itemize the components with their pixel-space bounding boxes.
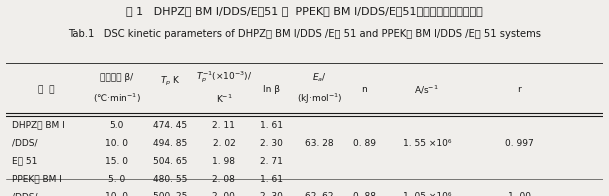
Text: 2. 30: 2. 30 [260, 139, 283, 148]
Text: 62. 62: 62. 62 [305, 192, 334, 196]
Text: 474. 45: 474. 45 [153, 121, 188, 130]
Text: $T_p$ K: $T_p$ K [160, 75, 180, 88]
Text: Tab.1   DSC kinetic parameters of DHPZ－ BM I/DDS /E－ 51 and PPEK－ BM I/DDS /E－ 5: Tab.1 DSC kinetic parameters of DHPZ－ BM… [68, 29, 541, 39]
Text: (kJ·mol$^{-1}$): (kJ·mol$^{-1}$) [297, 92, 342, 106]
Text: PPEK－ BM I: PPEK－ BM I [12, 174, 62, 183]
Text: 5. 0: 5. 0 [108, 174, 125, 183]
Text: 494. 85: 494. 85 [153, 139, 188, 148]
Text: r: r [518, 85, 521, 94]
Text: $E_a$/: $E_a$/ [312, 71, 327, 84]
Text: 0. 89: 0. 89 [353, 139, 376, 148]
Text: 0. 88: 0. 88 [353, 192, 376, 196]
Text: 1. 55 ×10⁶: 1. 55 ×10⁶ [403, 139, 451, 148]
Text: 1. 05 ×10⁶: 1. 05 ×10⁶ [403, 192, 451, 196]
Text: /DDS/: /DDS/ [12, 139, 38, 148]
Text: 表 1   DHPZ－ BM I/DDS/E－51 和  PPEK－ BM I/DDS/E－51体系的固化动力学参数: 表 1 DHPZ－ BM I/DDS/E－51 和 PPEK－ BM I/DDS… [126, 6, 483, 16]
Text: 升温速率 β/: 升温速率 β/ [100, 73, 133, 82]
Text: 2. 08: 2. 08 [213, 174, 235, 183]
Text: 504. 65: 504. 65 [153, 157, 188, 165]
Text: 5.0: 5.0 [109, 121, 124, 130]
Text: 2. 71: 2. 71 [260, 157, 283, 165]
Text: ln β: ln β [263, 85, 280, 94]
Text: 500. 25: 500. 25 [153, 192, 188, 196]
Text: 15. 0: 15. 0 [105, 157, 128, 165]
Text: 2. 11: 2. 11 [213, 121, 235, 130]
Text: 10. 0: 10. 0 [105, 139, 128, 148]
Text: (℃·min$^{-1}$): (℃·min$^{-1}$) [93, 92, 141, 105]
Text: /DDS/: /DDS/ [12, 192, 38, 196]
Text: 63. 28: 63. 28 [305, 139, 334, 148]
Text: 10. 0: 10. 0 [105, 192, 128, 196]
Text: A/s$^{-1}$: A/s$^{-1}$ [415, 83, 439, 96]
Text: 2. 30: 2. 30 [260, 192, 283, 196]
Text: 1. 61: 1. 61 [260, 174, 283, 183]
Text: 480. 55: 480. 55 [153, 174, 188, 183]
Text: 体  系: 体 系 [38, 85, 55, 94]
Text: DHPZ－ BM I: DHPZ－ BM I [12, 121, 65, 130]
Text: 1. 61: 1. 61 [260, 121, 283, 130]
Text: 2. 02: 2. 02 [213, 139, 235, 148]
Text: 2. 00: 2. 00 [213, 192, 235, 196]
Text: 0. 997: 0. 997 [505, 139, 533, 148]
Text: 1. 00: 1. 00 [508, 192, 531, 196]
Text: $T_p^{-1}$(×10$^{-3}$)/: $T_p^{-1}$(×10$^{-3}$)/ [195, 70, 252, 85]
Text: 1. 98: 1. 98 [213, 157, 236, 165]
Text: K$^{-1}$: K$^{-1}$ [216, 93, 232, 105]
Text: n: n [361, 85, 367, 94]
Text: E－ 51: E－ 51 [12, 157, 37, 165]
